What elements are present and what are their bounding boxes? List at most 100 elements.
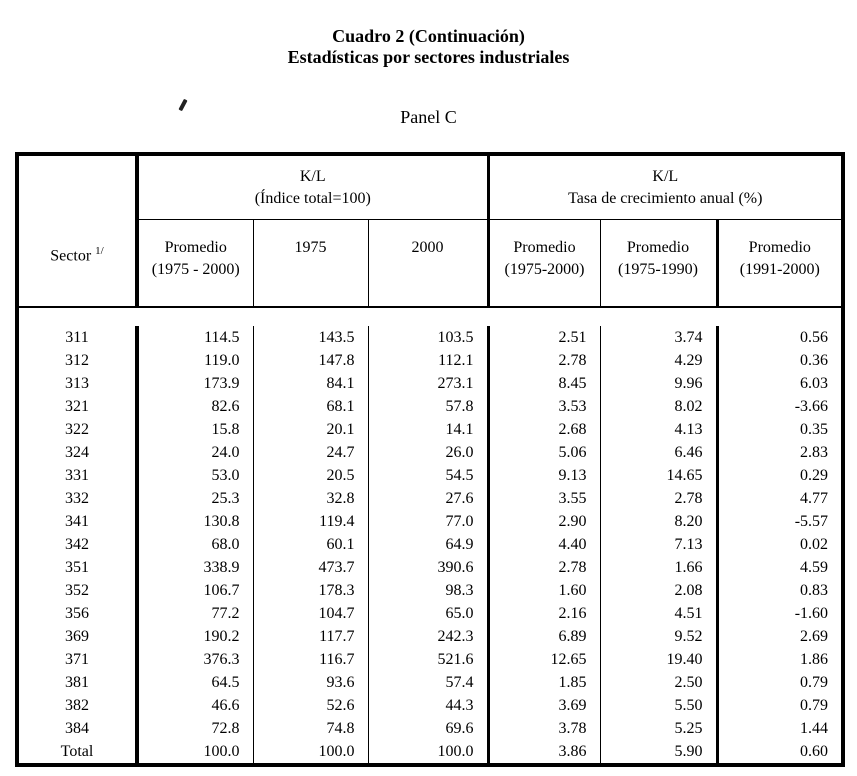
sector-header-label: Sector [50, 247, 92, 265]
value-cell: 4.77 [800, 490, 829, 507]
value-cell: 27.6 [368, 487, 490, 510]
value-cell: 53.0 [137, 464, 254, 487]
value-cell: 9.13 [488, 464, 601, 487]
value-cell: 103.5 [368, 326, 490, 349]
value-cell: 2.90 [488, 510, 601, 533]
value-cell: -5.57 [794, 513, 829, 530]
sector-cell: 322 [17, 418, 139, 441]
value-cell: 26.0 [368, 441, 490, 464]
value-cell: -1.60 [794, 605, 829, 622]
value-cell: 3.74 [600, 326, 719, 349]
value-cell: 93.6 [253, 671, 369, 694]
value-cell: 0.56 [800, 329, 829, 346]
sector-cell: 381 [17, 671, 139, 694]
group-header-line2: Tasa de crecimiento anual (%) [568, 189, 763, 207]
value-cell: 57.8 [368, 395, 490, 418]
value-cell: 24.0 [137, 441, 254, 464]
value-cell: 473.7 [253, 556, 369, 579]
table-row: 313 173.9 84.1 273.1 8.45 9.96 6.03 [17, 372, 843, 395]
value-cell: 60.1 [253, 533, 369, 556]
value-cell: 1.60 [488, 579, 601, 602]
table-row: 352 106.7 178.3 98.3 1.60 2.08 0.83 [17, 579, 843, 602]
value-cell: 32.8 [253, 487, 369, 510]
value-cell: 2.83 [800, 444, 829, 461]
value-cell: 64.5 [137, 671, 254, 694]
value-cell: 106.7 [137, 579, 254, 602]
column-header-sector: Sector 1/ [17, 154, 139, 308]
value-cell: 25.3 [137, 487, 254, 510]
value-cell: 119.0 [137, 349, 254, 372]
value-cell: 2.08 [600, 579, 719, 602]
column-header-promedio-1991-2000: Promedio (1991-2000) [717, 219, 844, 308]
value-cell: 338.9 [137, 556, 254, 579]
value-cell: 57.4 [368, 671, 490, 694]
sector-cell: 332 [17, 487, 139, 510]
value-cell: 1.44 [800, 720, 829, 737]
value-cell: 3.69 [488, 694, 601, 717]
value-cell: 14.1 [368, 418, 490, 441]
value-cell: 4.13 [600, 418, 719, 441]
table-row: 351 338.9 473.7 390.6 2.78 1.66 4.59 [17, 556, 843, 579]
group-header-row: Sector 1/ K/L (Índice total=100) K/L Tas… [17, 154, 844, 308]
sector-cell: 351 [17, 556, 139, 579]
sector-cell: 312 [17, 349, 139, 372]
table-header: Sector 1/ K/L (Índice total=100) K/L Tas… [17, 154, 844, 308]
sector-cell: 321 [17, 395, 139, 418]
value-cell: 0.79 [800, 674, 829, 691]
value-cell: 20.5 [253, 464, 369, 487]
value-cell: 5.50 [600, 694, 719, 717]
value-cell: 114.5 [137, 326, 254, 349]
table-row: 382 46.6 52.6 44.3 3.69 5.50 0.79 [17, 694, 843, 717]
value-cell: 24.7 [253, 441, 369, 464]
column-header-promedio-1975-2000-growth: Promedio (1975-2000) [488, 219, 601, 308]
value-cell: 4.51 [600, 602, 719, 625]
value-cell: 273.1 [368, 372, 490, 395]
value-cell: 9.96 [600, 372, 719, 395]
value-cell: 14.65 [600, 464, 719, 487]
table-row: 324 24.0 24.7 26.0 5.06 6.46 2.83 [17, 441, 843, 464]
value-cell: 2.78 [488, 349, 601, 372]
sector-cell: 371 [17, 648, 139, 671]
value-cell: 1.66 [600, 556, 719, 579]
value-cell: 74.8 [253, 717, 369, 740]
sector-footnote-marker: 1/ [95, 244, 104, 257]
value-cell: 0.35 [800, 421, 829, 438]
table-row: 341 130.8 119.4 77.0 2.90 8.20 -5.57 [17, 510, 843, 533]
group-header-line1: K/L [299, 167, 326, 185]
value-cell: 2.69 [800, 628, 829, 645]
value-cell: 68.1 [253, 395, 369, 418]
table-row: 384 72.8 74.8 69.6 3.78 5.25 1.44 [17, 717, 843, 740]
value-cell: 2.68 [488, 418, 601, 441]
group-header-kl-growth: K/L Tasa de crecimiento anual (%) [488, 154, 844, 220]
table-row: 356 77.2 104.7 65.0 2.16 4.51 -1.60 [17, 602, 843, 625]
value-cell: 65.0 [368, 602, 490, 625]
column-header-2000: 2000 [368, 219, 490, 308]
column-header-promedio-1975-2000-index: Promedio (1975 - 2000) [137, 219, 254, 308]
value-cell: 52.6 [253, 694, 369, 717]
value-cell: 7.13 [600, 533, 719, 556]
value-cell: 1.85 [488, 671, 601, 694]
sector-cell: 356 [17, 602, 139, 625]
value-cell: 119.4 [253, 510, 369, 533]
value-cell: 4.59 [800, 559, 829, 576]
sector-cell: 324 [17, 441, 139, 464]
value-cell: 100.0 [253, 740, 369, 765]
value-cell: 143.5 [253, 326, 369, 349]
table-row: 322 15.8 20.1 14.1 2.68 4.13 0.35 [17, 418, 843, 441]
value-cell: 173.9 [137, 372, 254, 395]
value-cell: 68.0 [137, 533, 254, 556]
value-cell: 4.40 [488, 533, 601, 556]
table-row: 369 190.2 117.7 242.3 6.89 9.52 2.69 [17, 625, 843, 648]
value-cell: 3.55 [488, 487, 601, 510]
value-cell: 64.9 [368, 533, 490, 556]
value-cell: 521.6 [368, 648, 490, 671]
value-cell: 3.53 [488, 395, 601, 418]
table-body: 311 114.5 143.5 103.5 2.51 3.74 0.56 312 119.0 14… [17, 307, 843, 765]
sector-cell: 311 [17, 326, 139, 349]
table-row: 342 68.0 60.1 64.9 4.40 7.13 0.02 [17, 533, 843, 556]
value-cell: 15.8 [137, 418, 254, 441]
sector-cell: 331 [17, 464, 139, 487]
value-cell: 69.6 [368, 717, 490, 740]
statistics-table: Sector 1/ K/L (Índice total=100) K/L Tas… [15, 152, 846, 767]
value-cell: 0.29 [800, 467, 829, 484]
